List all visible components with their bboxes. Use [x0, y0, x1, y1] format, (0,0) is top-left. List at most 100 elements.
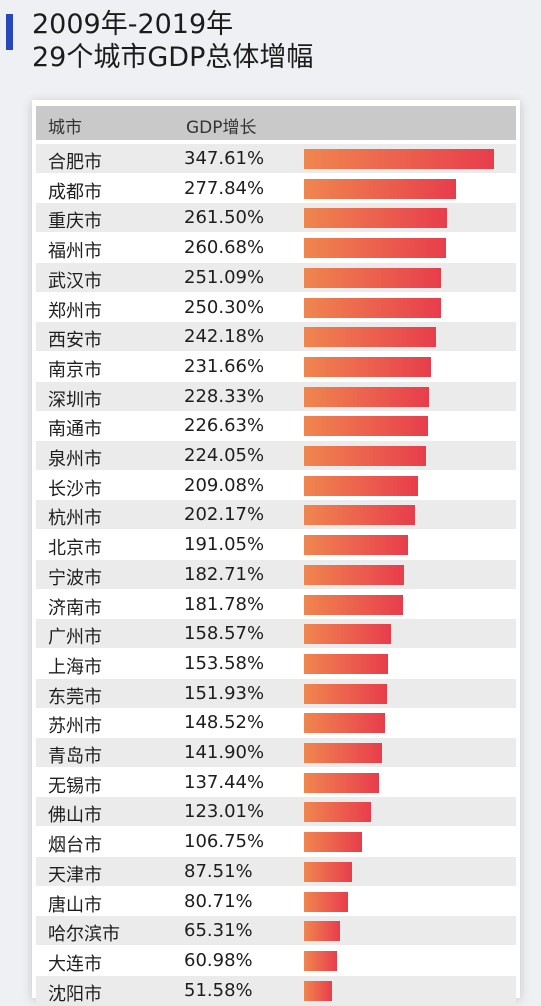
value-label: 60.98% [184, 949, 253, 971]
city-label: 上海市 [48, 656, 102, 678]
bar [304, 683, 388, 704]
city-label: 东莞市 [48, 686, 102, 708]
table-row: 大连市 60.98% [36, 946, 516, 975]
bar [304, 891, 349, 912]
city-label: 西安市 [48, 330, 102, 352]
city-label: 成都市 [48, 181, 102, 203]
city-label: 南京市 [48, 359, 102, 381]
value-label: 242.18% [184, 326, 265, 348]
bar [304, 238, 447, 259]
city-label: 福州市 [48, 241, 102, 263]
bar [304, 564, 404, 585]
title-accent-bar [6, 14, 13, 50]
value-label: 202.17% [184, 504, 265, 526]
bar [304, 980, 333, 1001]
value-label: 51.58% [184, 979, 253, 1001]
value-label: 191.05% [184, 534, 265, 556]
table-row: 苏州市 148.52% [36, 708, 516, 737]
bar [304, 267, 442, 288]
city-label: 苏州市 [48, 716, 102, 738]
bar [304, 624, 391, 645]
bar [304, 475, 419, 496]
bar [304, 416, 428, 437]
table-row: 天津市 87.51% [36, 856, 516, 886]
bar [304, 535, 409, 556]
header-gdp-growth: GDP增长 [186, 118, 257, 138]
bar [304, 861, 352, 882]
bar [304, 149, 494, 169]
value-label: 209.08% [184, 474, 265, 496]
table-row: 泉州市 224.05% [36, 441, 516, 470]
value-label: 106.75% [184, 831, 265, 853]
city-label: 青岛市 [48, 746, 102, 767]
value-label: 151.93% [184, 682, 265, 704]
table-row: 杭州市 202.17% [36, 500, 516, 530]
table-row: 福州市 260.68% [36, 233, 516, 262]
table-row: 北京市 191.05% [36, 530, 516, 559]
value-label: 182.71% [184, 563, 265, 585]
city-label: 杭州市 [48, 508, 102, 530]
value-label: 251.09% [184, 266, 265, 288]
city-label: 南通市 [48, 419, 102, 441]
table-header: 城市 GDP增长 [36, 106, 516, 140]
table-row: 深圳市 228.33% [36, 381, 516, 411]
table-row: 武汉市 251.09% [36, 262, 516, 292]
value-label: 228.33% [184, 385, 265, 407]
bar [304, 386, 429, 407]
city-label: 泉州市 [48, 449, 102, 470]
city-label: 哈尔滨市 [48, 924, 120, 946]
table-row: 青岛市 141.90% [36, 738, 516, 767]
chart-title: 2009年-2019年 29个城市GDP总体增幅 [32, 8, 313, 74]
table-row: 西安市 242.18% [36, 322, 516, 352]
city-label: 武汉市 [48, 270, 102, 292]
table-row: 唐山市 80.71% [36, 887, 516, 916]
bar [304, 327, 437, 348]
city-label: 天津市 [48, 864, 102, 886]
value-label: 261.50% [184, 207, 265, 229]
bar [304, 594, 404, 615]
chart-card: 城市 GDP增长 合肥市 347.61% 成都市 277.84% 重庆市 261.50% 福… [32, 100, 520, 1005]
value-label: 80.71% [184, 890, 253, 912]
value-label: 181.78% [184, 593, 265, 615]
table-row: 无锡市 137.44% [36, 768, 516, 797]
city-label: 宁波市 [48, 567, 102, 589]
city-label: 烟台市 [48, 835, 102, 857]
value-label: 137.44% [184, 771, 265, 793]
value-label: 65.31% [184, 920, 253, 942]
city-label: 深圳市 [48, 389, 102, 411]
value-label: 260.68% [184, 237, 265, 259]
value-label: 231.66% [184, 355, 265, 377]
table-row: 重庆市 261.50% [36, 203, 516, 233]
table-row: 广州市 158.57% [36, 619, 516, 649]
bar [304, 832, 363, 853]
bar [304, 921, 340, 942]
table-row: 上海市 153.58% [36, 649, 516, 678]
value-label: 148.52% [184, 712, 265, 734]
city-label: 郑州市 [48, 300, 102, 322]
table-row: 长沙市 209.08% [36, 471, 516, 500]
value-label: 277.84% [184, 177, 265, 199]
city-label: 合肥市 [48, 152, 102, 173]
table-row: 郑州市 250.30% [36, 293, 516, 322]
city-label: 北京市 [48, 538, 102, 560]
bar [304, 446, 427, 466]
chart-title-line1: 2009年-2019年 [32, 9, 234, 40]
chart-title-line2: 29个城市GDP总体增幅 [32, 42, 314, 73]
bar [304, 297, 441, 318]
value-label: 347.61% [184, 148, 265, 169]
value-label: 224.05% [184, 445, 265, 466]
value-label: 87.51% [184, 860, 253, 882]
city-label: 长沙市 [48, 478, 102, 500]
bar [304, 208, 447, 229]
table-row: 烟台市 106.75% [36, 827, 516, 856]
bar [304, 653, 388, 674]
table-row: 佛山市 123.01% [36, 797, 516, 827]
city-label: 无锡市 [48, 775, 102, 797]
table-row: 合肥市 347.61% [36, 144, 516, 173]
table-row: 哈尔滨市 65.31% [36, 916, 516, 946]
value-label: 158.57% [184, 623, 265, 645]
table-row: 成都市 277.84% [36, 174, 516, 203]
bar [304, 950, 338, 971]
header-city: 城市 [48, 118, 82, 138]
city-label: 沈阳市 [48, 983, 102, 1005]
